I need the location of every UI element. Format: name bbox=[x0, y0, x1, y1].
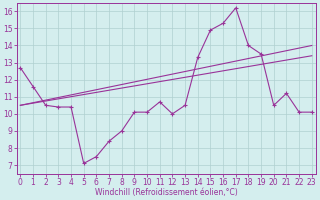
X-axis label: Windchill (Refroidissement éolien,°C): Windchill (Refroidissement éolien,°C) bbox=[95, 188, 237, 197]
